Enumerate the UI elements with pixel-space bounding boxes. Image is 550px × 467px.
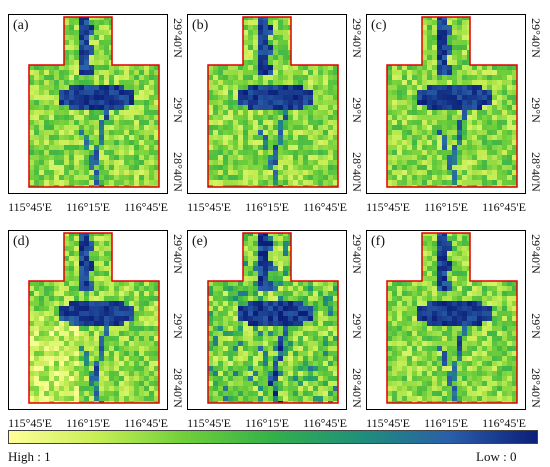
longitude-label: 116°15'E bbox=[66, 200, 110, 214]
latitude-label: 29°N bbox=[350, 97, 364, 123]
panel-label: (c) bbox=[371, 18, 387, 33]
map-panel: (a) 115°45'E 116°15'E 116°45'E 29°40'N 29°N 28… bbox=[8, 14, 185, 216]
latitude-label: 29°40'N bbox=[350, 234, 364, 274]
study-area-boundary bbox=[28, 232, 160, 404]
raster-map bbox=[207, 16, 339, 188]
study-area-boundary bbox=[207, 232, 339, 404]
latitude-label: 29°N bbox=[529, 97, 543, 123]
map-frame: (a) bbox=[8, 14, 168, 194]
longitude-label: 116°45'E bbox=[124, 200, 168, 214]
study-area-boundary bbox=[386, 232, 518, 404]
longitude-label: 115°45'E bbox=[187, 416, 231, 430]
study-area-boundary bbox=[28, 16, 160, 188]
map-frame: (c) bbox=[366, 14, 526, 194]
study-area-boundary bbox=[207, 16, 339, 188]
latitude-label: 29°40'N bbox=[529, 234, 543, 274]
map-frame: (b) bbox=[187, 14, 347, 194]
map-frame: (e) bbox=[187, 230, 347, 410]
panel-label: (d) bbox=[13, 234, 30, 249]
longitude-label: 116°45'E bbox=[124, 416, 168, 430]
longitude-label: 116°45'E bbox=[482, 416, 526, 430]
latitude-label: 28°40'N bbox=[350, 152, 364, 192]
study-area-boundary bbox=[386, 16, 518, 188]
latitude-label: 28°40'N bbox=[529, 368, 543, 408]
panel-label: (e) bbox=[192, 234, 208, 249]
raster-map bbox=[28, 232, 160, 404]
longitude-label: 116°15'E bbox=[66, 416, 110, 430]
latitude-label: 29°40'N bbox=[529, 18, 543, 58]
longitude-label: 116°45'E bbox=[303, 200, 347, 214]
map-frame: (f) bbox=[366, 230, 526, 410]
latitude-label: 28°40'N bbox=[171, 368, 185, 408]
longitude-label: 115°45'E bbox=[366, 200, 410, 214]
map-panel: (f) 115°45'E 116°15'E 116°45'E 29°40'N 29°N 28… bbox=[366, 230, 543, 432]
legend-high-label: High : 1 bbox=[8, 449, 51, 464]
latitude-label: 29°40'N bbox=[171, 18, 185, 58]
latitude-label: 28°40'N bbox=[529, 152, 543, 192]
map-panel: (c) 115°45'E 116°15'E 116°45'E 29°40'N 29°N 28… bbox=[366, 14, 543, 216]
longitude-label: 115°45'E bbox=[187, 200, 231, 214]
latitude-label: 28°40'N bbox=[171, 152, 185, 192]
latitude-label: 29°N bbox=[529, 313, 543, 339]
longitude-label: 115°45'E bbox=[8, 200, 52, 214]
colorbar bbox=[8, 430, 538, 444]
latitude-label: 29°40'N bbox=[171, 234, 185, 274]
longitude-label: 116°45'E bbox=[303, 416, 347, 430]
latitude-label: 29°40'N bbox=[350, 18, 364, 58]
map-frame: (d) bbox=[8, 230, 168, 410]
longitude-label: 116°15'E bbox=[424, 200, 468, 214]
map-panel: (e) 115°45'E 116°15'E 116°45'E 29°40'N 29°N 28… bbox=[187, 230, 364, 432]
map-panel: (b) 115°45'E 116°15'E 116°45'E 29°40'N 29°N 28… bbox=[187, 14, 364, 216]
longitude-label: 116°15'E bbox=[245, 200, 289, 214]
map-panel: (d) 115°45'E 116°15'E 116°45'E 29°40'N 29°N 28… bbox=[8, 230, 185, 432]
raster-map bbox=[207, 232, 339, 404]
longitude-label: 115°45'E bbox=[8, 416, 52, 430]
latitude-label: 29°N bbox=[171, 97, 185, 123]
panel-label: (f) bbox=[371, 234, 385, 249]
raster-map bbox=[386, 16, 518, 188]
longitude-label: 116°45'E bbox=[482, 200, 526, 214]
panel-label: (b) bbox=[192, 18, 209, 33]
longitude-label: 116°15'E bbox=[424, 416, 468, 430]
panel-label: (a) bbox=[13, 18, 29, 33]
longitude-label: 115°45'E bbox=[366, 416, 410, 430]
legend-low-label: Low : 0 bbox=[476, 449, 517, 464]
raster-map bbox=[386, 232, 518, 404]
latitude-label: 29°N bbox=[171, 313, 185, 339]
longitude-label: 116°15'E bbox=[245, 416, 289, 430]
latitude-label: 28°40'N bbox=[350, 368, 364, 408]
latitude-label: 29°N bbox=[350, 313, 364, 339]
raster-map bbox=[28, 16, 160, 188]
